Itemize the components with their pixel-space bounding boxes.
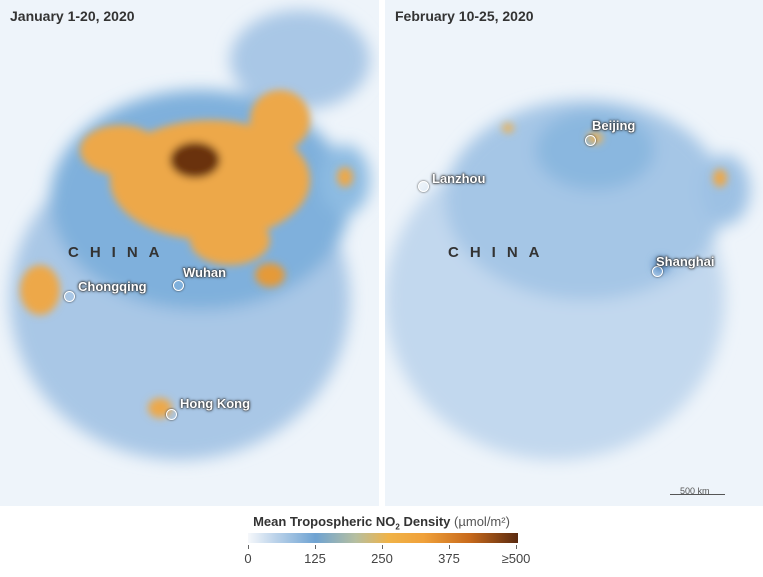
city-marker xyxy=(418,181,429,192)
map-title: February 10-25, 2020 xyxy=(395,8,534,24)
no2-map-february xyxy=(385,100,750,460)
city-label-wuhan: Wuhan xyxy=(183,265,227,280)
scale-bar xyxy=(670,494,725,495)
legend-tick-label: 0 xyxy=(244,551,252,566)
city-label-lanzhou: Lanzhou xyxy=(432,171,486,186)
city-marker xyxy=(652,266,663,277)
city-marker xyxy=(585,135,596,146)
legend-tick xyxy=(516,545,517,549)
legend-tick-label: 250 xyxy=(371,551,393,566)
legend-title: Mean Tropospheric NO2 Density (µmol/m²) xyxy=(253,514,510,532)
city-label-hong-kong: Hong Kong xyxy=(180,396,251,411)
legend-tick xyxy=(248,545,249,549)
map-title: January 1-20, 2020 xyxy=(10,8,135,24)
country-label: CHINA xyxy=(448,244,551,261)
legend-tick xyxy=(315,545,316,549)
city-label-beijing: Beijing xyxy=(592,118,636,133)
legend-tick-label: 375 xyxy=(438,551,460,566)
city-marker xyxy=(64,291,75,302)
city-label-shanghai: Shanghai xyxy=(656,254,715,269)
city-marker xyxy=(173,280,184,291)
scale-bar-label: 500 km xyxy=(680,486,710,496)
legend-tick-label: ≥500 xyxy=(501,551,531,566)
map-panel-february: February 10-25, 2020 CHINA Beijing Lanzh… xyxy=(385,0,763,506)
color-scale-bar xyxy=(248,533,518,543)
city-marker xyxy=(166,409,177,420)
map-panel-january: January 1-20, 2020 CHINA Chongqing Wuhan… xyxy=(0,0,379,506)
no2-map-january xyxy=(10,10,370,460)
city-label-chongqing: Chongqing xyxy=(78,279,147,294)
legend-tick xyxy=(449,545,450,549)
legend-tick-label: 125 xyxy=(304,551,326,566)
legend-tick xyxy=(382,545,383,549)
country-label: CHINA xyxy=(68,244,171,261)
